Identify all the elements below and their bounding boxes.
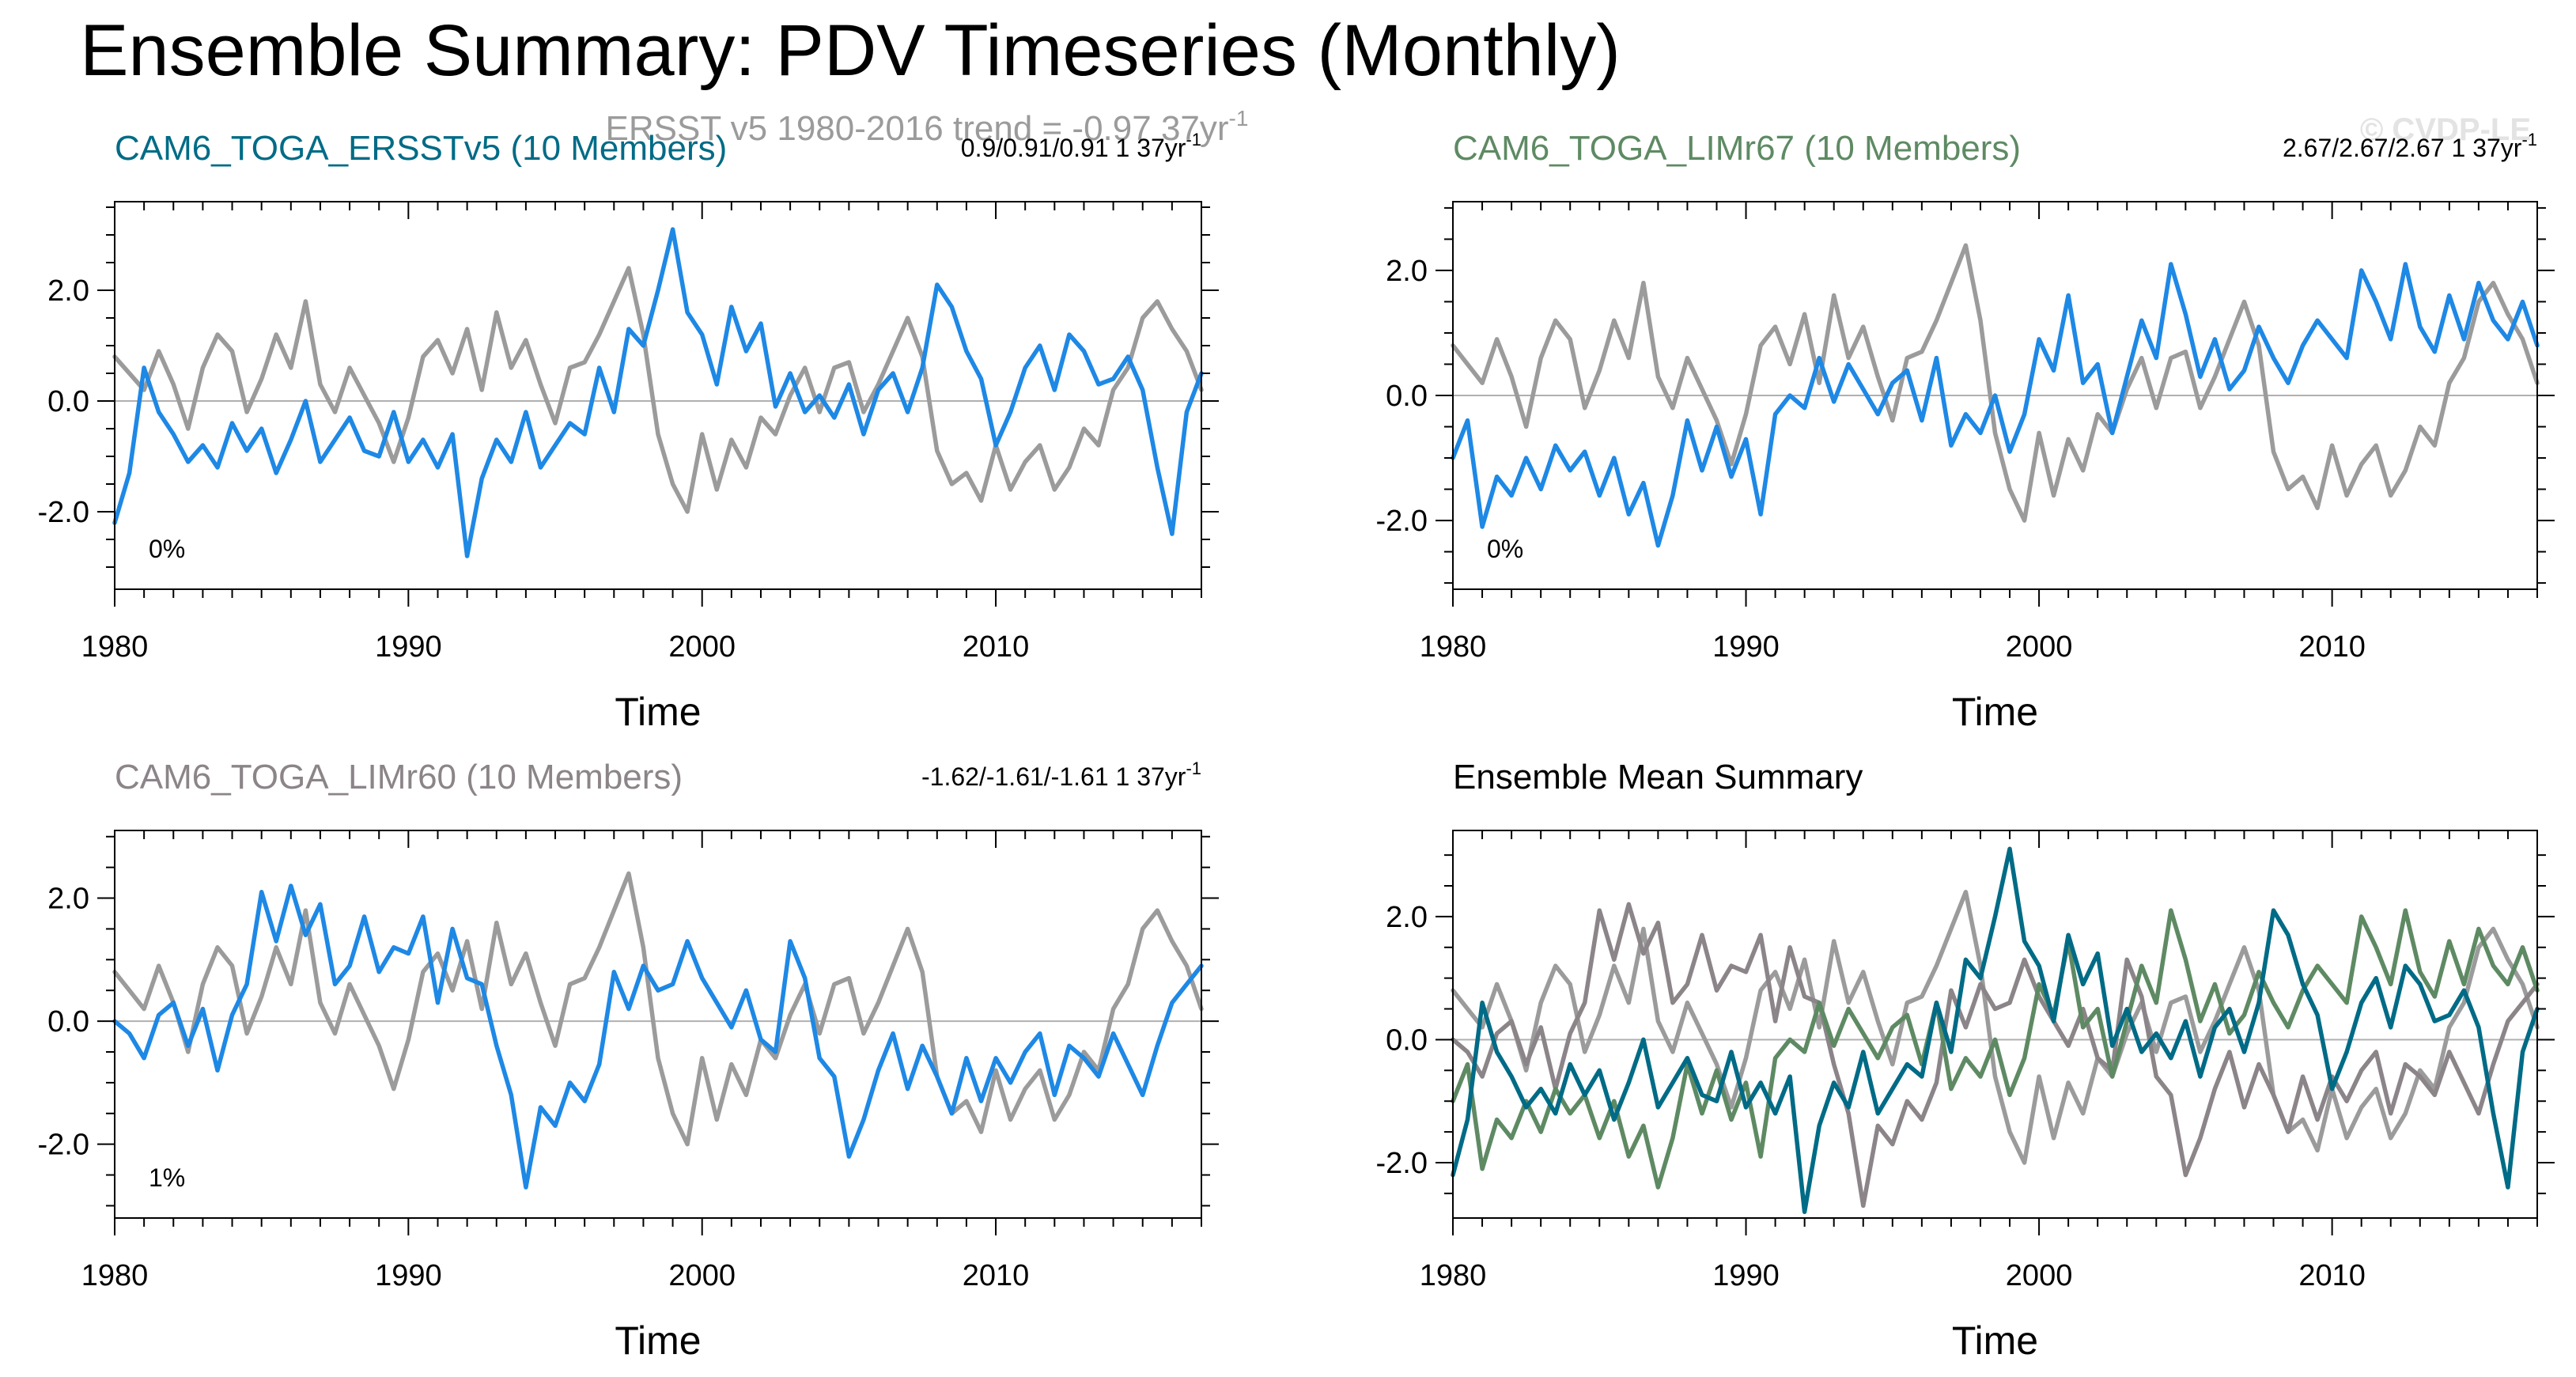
percent-label: 1% xyxy=(149,1163,185,1192)
percent-label: 0% xyxy=(149,535,185,563)
x-tick-label: 2000 xyxy=(668,630,736,664)
x-tick-label: 2010 xyxy=(963,630,1030,664)
figure-title: Ensemble Summary: PDV Timeseries (Monthl… xyxy=(80,10,1621,91)
series-line-ersst-v5 xyxy=(1451,890,2540,1165)
x-axis-label: Time xyxy=(1952,1318,2038,1363)
panels: 1980 1990 2000 2010 -2.0 0.0 2.0 Time CAM6_TOGA_… xyxy=(38,129,2555,1363)
plot-frame xyxy=(1452,830,2538,1219)
percent-label: 0% xyxy=(1487,535,1523,563)
y-tick-label: 0.0 xyxy=(47,385,89,418)
series-line-cam6-toga-limr60 xyxy=(1451,902,2540,1209)
observation-trend-sup: -1 xyxy=(1229,106,1249,131)
x-tick-label: 1990 xyxy=(375,630,442,664)
panel-title: Ensemble Mean Summary xyxy=(1453,758,1863,796)
x-tick-label: 2010 xyxy=(2298,1259,2366,1292)
x-tick-label: 2000 xyxy=(2006,630,2073,664)
panel-title: CAM6_TOGA_LIMr60 (10 Members) xyxy=(115,758,683,796)
x-tick-label: 1980 xyxy=(81,1259,149,1292)
series-line-ensemble xyxy=(112,883,1204,1190)
x-tick-label: 2000 xyxy=(2006,1259,2073,1292)
y-tick-label: -2.0 xyxy=(38,1129,89,1162)
series-line-ensemble xyxy=(112,227,1204,558)
y-tick-label: 0.0 xyxy=(1386,380,1428,413)
observation-trend-text: ERSST v5 1980-2016 trend = -0.97 37yr xyxy=(606,109,1229,148)
trend-label: 2.67/2.67/2.67 1 37yr-1 xyxy=(2283,130,2537,162)
x-axis-label: Time xyxy=(615,690,701,734)
panel-1: 1980 1990 2000 2010 -2.0 0.0 2.0 Time CAM6_TOGA_… xyxy=(38,129,1219,734)
watermark: © CVDP-LE xyxy=(2360,112,2531,147)
series-line-cam6-toga-ersstv5 xyxy=(1451,846,2540,1214)
plot-frame xyxy=(114,830,1202,1219)
y-tick-label: -2.0 xyxy=(1376,1147,1428,1180)
y-tick-label: 2.0 xyxy=(47,274,89,308)
x-tick-label: 1990 xyxy=(1712,630,1780,664)
series-line-ersst-v5 xyxy=(1451,243,2540,523)
trend-sup: -1 xyxy=(1186,758,1201,778)
x-tick-label: 2000 xyxy=(668,1259,736,1292)
panel-2: 1980 1990 2000 2010 -2.0 0.0 2.0 Time CAM6_TOGA_… xyxy=(1376,129,2555,734)
trend-label: -1.62/-1.61/-1.61 1 37yr-1 xyxy=(921,758,1201,791)
x-tick-label: 1980 xyxy=(81,630,149,664)
trend-sup: -1 xyxy=(1186,130,1201,149)
x-axis-label: Time xyxy=(615,1318,701,1363)
series-line-cam6-toga-limr67 xyxy=(1451,908,2540,1190)
y-tick-label: -2.0 xyxy=(1376,505,1428,538)
x-tick-label: 2010 xyxy=(963,1259,1030,1292)
series-line-ersst-v5 xyxy=(112,871,1204,1147)
x-tick-label: 2010 xyxy=(2298,630,2366,664)
y-tick-label: 2.0 xyxy=(1386,255,1428,288)
trend-text: 0.9/0.91/0.91 1 37yr xyxy=(961,134,1186,162)
series-line-ersst-v5 xyxy=(112,266,1204,514)
trend-text: -1.62/-1.61/-1.61 1 37yr xyxy=(921,762,1186,791)
y-tick-label: -2.0 xyxy=(38,496,89,529)
plot-frame xyxy=(114,201,1202,590)
y-tick-label: 0.0 xyxy=(1386,1023,1428,1057)
trend-text: 2.67/2.67/2.67 1 37yr xyxy=(2283,134,2522,162)
x-tick-label: 1980 xyxy=(1420,630,1487,664)
x-tick-label: 1990 xyxy=(1712,1259,1780,1292)
trend-label: 0.9/0.91/0.91 1 37yr-1 xyxy=(961,130,1201,162)
x-tick-label: 1990 xyxy=(375,1259,442,1292)
panel-title: CAM6_TOGA_LIMr67 (10 Members) xyxy=(1453,129,2021,168)
x-axis-label: Time xyxy=(1952,690,2038,734)
panel-4: 1980 1990 2000 2010 -2.0 0.0 2.0 Time Ensemble M… xyxy=(1376,758,2555,1363)
trend-sup: -1 xyxy=(2521,130,2537,149)
y-tick-label: 2.0 xyxy=(47,883,89,916)
y-tick-label: 0.0 xyxy=(47,1005,89,1038)
observation-trend-subtitle: ERSST v5 1980-2016 trend = -0.97 37yr-1 xyxy=(606,106,1249,148)
series-line-ensemble xyxy=(1451,262,2540,548)
y-tick-label: 2.0 xyxy=(1386,901,1428,934)
panel-3: 1980 1990 2000 2010 -2.0 0.0 2.0 Time CAM6_TOGA_… xyxy=(38,758,1219,1363)
x-tick-label: 1980 xyxy=(1420,1259,1487,1292)
panel-title: CAM6_TOGA_ERSSTv5 (10 Members) xyxy=(115,129,727,168)
